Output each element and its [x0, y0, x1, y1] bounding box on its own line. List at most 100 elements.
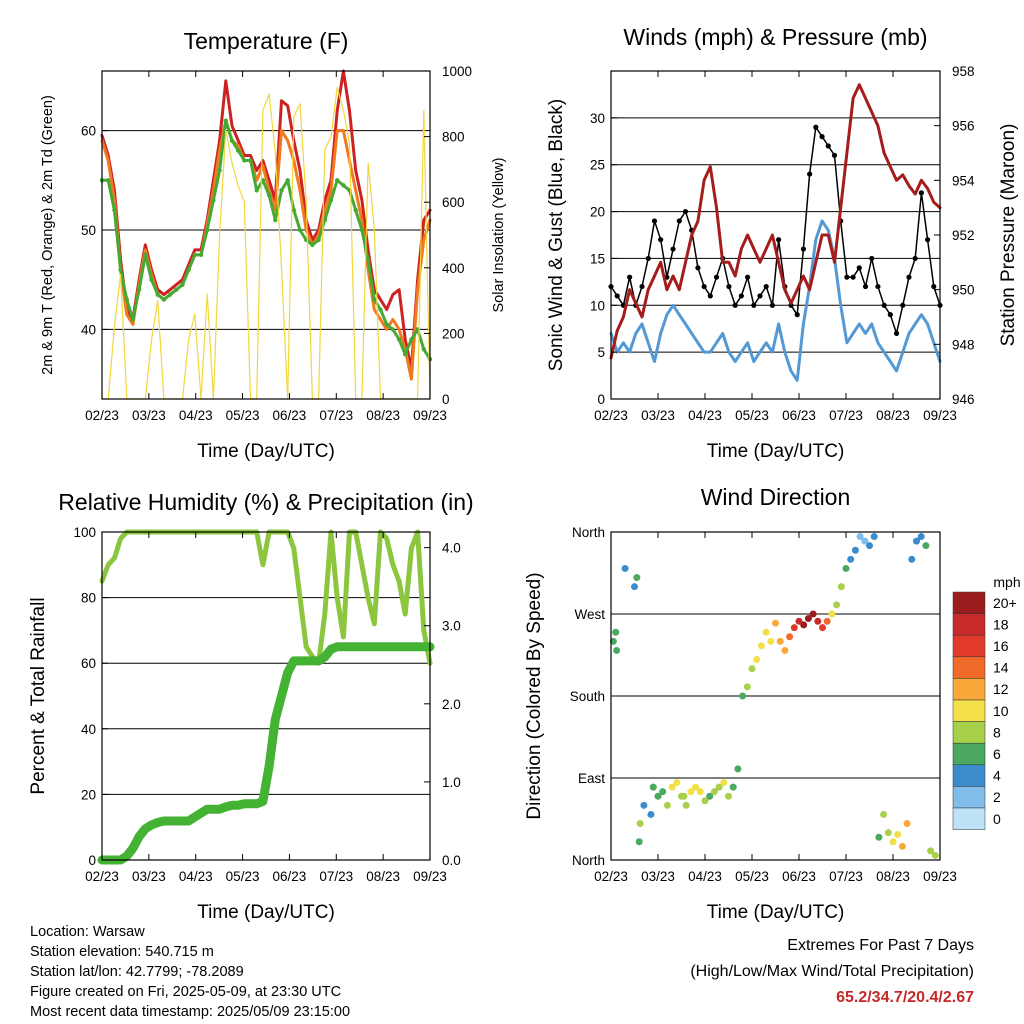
- legend-swatch: [952, 678, 986, 701]
- scatter-point: [866, 542, 873, 550]
- dewpoint-point: [205, 227, 210, 233]
- scatter-point: [640, 801, 648, 809]
- scatter-point: [790, 624, 798, 632]
- gust-point: [924, 237, 931, 243]
- scatter-point: [781, 646, 789, 654]
- plot-frame: [101, 531, 431, 861]
- gust-point: [875, 283, 881, 290]
- scatter-point: [636, 820, 644, 828]
- x-tick-label: 06/23: [273, 869, 307, 884]
- scatter-point: [647, 810, 655, 818]
- dewpoint-point: [130, 317, 136, 322]
- dewpoint-point: [229, 138, 235, 143]
- scatter-point: [748, 665, 756, 673]
- gust-point: [862, 283, 869, 290]
- legend-title: mph: [993, 574, 1020, 590]
- y-axis-label: 2m & 9m T (Red, Orange) & 2m Td (Green): [40, 95, 56, 375]
- gust-point: [893, 330, 900, 336]
- dewpoint-point: [118, 267, 123, 272]
- dewpoint-point: [186, 267, 191, 272]
- extremes-values: 65.2/34.7/20.4/2.67: [836, 989, 974, 1006]
- dewpoint-point: [198, 252, 204, 258]
- gust-point: [906, 274, 912, 280]
- scatter-point: [819, 624, 826, 632]
- chart-title: Wind Direction: [701, 484, 851, 510]
- dewpoint-point: [310, 242, 315, 248]
- scatter-point: [659, 788, 667, 796]
- x-axis-label: Time (Day/UTC): [707, 441, 845, 462]
- x-tick-label: 09/23: [413, 408, 447, 423]
- dewpoint-point: [223, 118, 228, 123]
- y-axis-label: Direction (Colored By Speed): [524, 572, 545, 819]
- legend-swatch: [952, 591, 986, 614]
- gust-point: [658, 237, 664, 243]
- chart-panel-3: Relative Humidity (%) & Precipitation (i…: [28, 489, 474, 923]
- gust-point: [682, 208, 689, 215]
- series-line-3: [609, 83, 942, 360]
- dewpoint-point: [143, 252, 148, 258]
- y-tick-label: 0: [597, 392, 605, 407]
- legend-swatch: [952, 699, 986, 722]
- scatter-point: [889, 838, 897, 846]
- gust-point: [794, 312, 800, 318]
- dewpoint-point: [285, 178, 290, 183]
- gust-point: [713, 274, 720, 280]
- scatter-point: [795, 617, 803, 625]
- gust-point: [744, 274, 751, 280]
- chart-title: Winds (mph) & Pressure (mb): [623, 24, 927, 50]
- x-tick-label: 04/23: [688, 408, 722, 423]
- y-tick-label: 20: [590, 205, 605, 220]
- y-tick-label: 10: [590, 298, 605, 313]
- legend-label: 18: [993, 616, 1009, 632]
- chart-title: Relative Humidity (%) & Precipitation (i…: [58, 489, 473, 515]
- scatter-point: [776, 637, 784, 645]
- y-tick-label: 30: [590, 111, 605, 126]
- scatter-point: [682, 801, 690, 809]
- legend-label: 14: [993, 660, 1009, 676]
- scatter-point: [804, 615, 812, 623]
- scatter-point: [743, 683, 751, 691]
- scatter-point: [762, 628, 770, 636]
- y-tick-label: 50: [81, 223, 96, 238]
- gust-point: [763, 283, 769, 290]
- x-tick-label: 08/23: [366, 869, 400, 884]
- gust-point: [869, 255, 875, 262]
- scatter-point: [734, 765, 742, 773]
- gust-point: [918, 190, 924, 196]
- legend-swatch: [952, 786, 986, 809]
- scatter-point: [847, 555, 855, 563]
- x-tick-label: 07/23: [829, 408, 863, 423]
- scatter-point: [903, 820, 911, 828]
- dewpoint-point: [180, 282, 185, 287]
- dewpoint-point: [341, 183, 346, 188]
- gust-point: [776, 237, 782, 243]
- scatter-point: [725, 792, 732, 800]
- legend-label: 8: [993, 724, 1001, 740]
- scatter-point: [927, 847, 935, 855]
- scatter-point: [613, 646, 621, 654]
- gust-point: [614, 293, 620, 299]
- x-tick-label: 04/23: [179, 869, 213, 884]
- dewpoint-point: [266, 193, 272, 198]
- y-tick-label: West: [574, 607, 605, 622]
- y-tick-label: 0: [88, 853, 96, 868]
- scatter-point: [757, 642, 765, 650]
- x-tick-label: 03/23: [641, 869, 675, 884]
- x-tick-label: 08/23: [876, 869, 910, 884]
- gust-point: [831, 152, 838, 158]
- gust-point: [850, 274, 856, 280]
- y-tick-label: 60: [81, 656, 96, 671]
- gust-point: [819, 134, 825, 140]
- scatter-point: [856, 533, 864, 541]
- gust-point: [844, 274, 850, 280]
- dewpoint-point: [390, 327, 396, 332]
- location-text: Location: Warsaw: [30, 924, 145, 940]
- y-axis-label: Percent & Total Rainfall: [28, 597, 49, 794]
- dewpoint-point: [105, 178, 111, 183]
- y2-tick-label: 600: [442, 195, 465, 210]
- y2-tick-label: 948: [952, 337, 975, 352]
- scatter-point: [772, 619, 779, 627]
- plot-frame: [610, 70, 941, 400]
- dewpoint-point: [192, 252, 198, 258]
- series-line-1: [100, 69, 432, 371]
